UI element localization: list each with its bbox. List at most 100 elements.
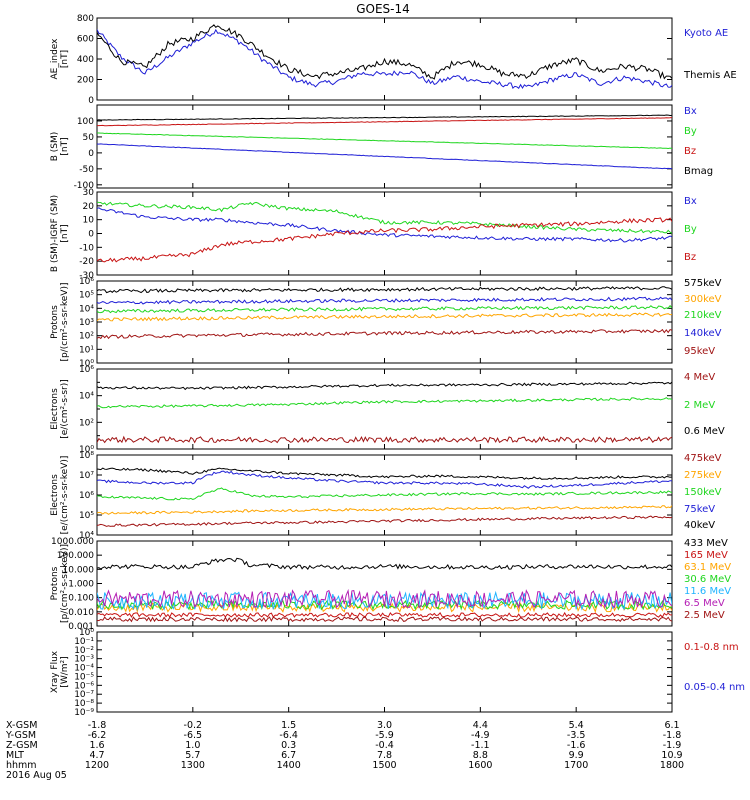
footer-value: 6.1 <box>664 720 679 731</box>
legend-433-mev: 433 MeV <box>684 538 728 549</box>
ephemeris-footer: X-GSM -1.8 -0.2 1.5 3.0 4.4 5.4 6.1 Y-GSM -6.2 -6.… <box>5 720 684 781</box>
legend-300kev: 300keV <box>684 294 722 305</box>
legend-40kev: 40keV <box>684 520 715 531</box>
legend-150kev: 150keV <box>684 487 722 498</box>
series-line-210kev <box>97 304 672 314</box>
y-tick-label: 0 <box>88 96 94 106</box>
y-tick-label: 0.010 <box>68 608 94 618</box>
legend-0.6-mev: 0.6 MeV <box>684 426 725 437</box>
y-tick-label: 20 <box>83 202 95 212</box>
legend-by: By <box>684 126 697 137</box>
series-line-by <box>97 201 672 234</box>
footer-value: 8.8 <box>473 750 488 761</box>
legend-30.6-mev: 30.6 MeV <box>684 574 731 585</box>
y-tick-label: 10¹ <box>79 345 94 355</box>
legend-210kev: 210keV <box>684 310 722 321</box>
y-axis-label: Electrons[e/(cm²-s-sr)] <box>50 379 70 439</box>
y-tick-label: 10⁴ <box>79 304 94 314</box>
y-tick-label: 10⁰ <box>79 628 94 638</box>
panel-ae: 0 200 400 600 800 AE_index[nT] Kyoto AE Themis … <box>50 14 737 106</box>
series-line-475kev <box>97 515 672 527</box>
y-tick-label: 400 <box>77 55 94 65</box>
plot-title: GOES-14 <box>356 2 410 16</box>
legend-75kev: 75keV <box>684 504 715 515</box>
y-tick-label: 10⁰ <box>79 359 94 369</box>
y-tick-label: 10⁴ <box>79 392 94 402</box>
y-tick-label: 10⁶ <box>79 491 94 501</box>
footer-value: -1.9 <box>663 740 682 751</box>
panel-b: -100 -50 0 50 100 B (SM)[nT] Bx By Bz Bmag <box>50 104 713 191</box>
footer-value: 5.4 <box>569 720 584 731</box>
panel-frame <box>96 280 673 364</box>
legend-by: By <box>684 224 697 235</box>
legend-bmag: Bmag <box>684 166 713 177</box>
panel-magpd: 10⁴ 10⁵ 10⁶ 10⁷ 10⁸ Electrons[e/(cm²-s-sr-keV… <box>50 451 722 541</box>
y-tick-label: 10⁻² <box>74 646 94 656</box>
y-tick-label: 1.000 <box>68 580 94 590</box>
footer-value: -1.6 <box>567 740 586 751</box>
y-axis-label-line: [W/m²] <box>60 656 70 687</box>
legend-2-mev: 2 MeV <box>684 400 715 411</box>
y-tick-label: 100 <box>77 117 94 127</box>
series-line-275kev <box>97 505 672 515</box>
panel-mageps: 10⁰ 10¹ 10² 10³ 10⁴ 10⁵ 10⁶ Protons[p/(cm²-s-sr… <box>50 277 722 369</box>
y-axis-label: Electrons[e/(cm²-s-sr-keV)] <box>50 456 70 535</box>
legend-bx: Bx <box>684 106 697 117</box>
series-line-bx <box>97 143 672 170</box>
series-line-0.6-mev <box>97 381 672 391</box>
series-line-6.5-mev <box>97 588 672 609</box>
footer-value: 0.3 <box>281 740 296 751</box>
y-axis-label-line: [p/(cm²-s-sr-keV)] <box>60 283 70 362</box>
footer-value: 1700 <box>564 760 588 771</box>
y-tick-label: -50 <box>79 165 94 175</box>
footer-row-label: MLT <box>6 750 24 761</box>
y-tick-label: 100.000 <box>57 551 94 561</box>
footer-value: 4.4 <box>473 720 488 731</box>
series-line-themis-ae <box>97 24 672 80</box>
footer-value: 1400 <box>277 760 301 771</box>
footer-value: 7.8 <box>377 750 392 761</box>
y-axis-label-line: Protons <box>50 566 60 600</box>
footer-value: 6.7 <box>281 750 296 761</box>
footer-value: -0.2 <box>184 720 203 731</box>
y-axis-label-line: Protons <box>50 305 60 339</box>
y-tick-label: 50 <box>83 133 95 143</box>
legend-4-mev: 4 MeV <box>684 372 715 383</box>
y-tick-label: 10⁻⁹ <box>74 708 94 718</box>
footer-value: 1.5 <box>281 720 296 731</box>
y-tick-label: 10.000 <box>63 565 95 575</box>
footer-row-label: Z-GSM <box>6 740 38 751</box>
y-tick-label: -30 <box>79 271 94 281</box>
footer-value: -1.8 <box>663 730 682 741</box>
series-line-bz <box>97 217 672 263</box>
y-tick-label: 10² <box>79 332 94 342</box>
y-tick-label: 10⁻¹ <box>74 637 94 647</box>
footer-value: -1.8 <box>88 720 107 731</box>
footer-row-label: Y-GSM <box>5 730 36 741</box>
footer-value: -5.9 <box>375 730 394 741</box>
y-tick-label: 10⁶ <box>79 365 94 375</box>
series-line-433-mev <box>97 557 672 570</box>
legend-575kev: 575keV <box>684 278 722 289</box>
y-tick-label: 10⁵ <box>79 511 94 521</box>
y-axis-label-line: [e/(cm²-s-sr-keV)] <box>60 456 70 535</box>
series-line-575kev <box>97 286 672 294</box>
y-tick-label: 10⁻³ <box>74 655 94 665</box>
footer-value: 3.0 <box>377 720 392 731</box>
y-axis-label: B (SM)[nT] <box>50 132 70 162</box>
legend-165-mev: 165 MeV <box>684 550 728 561</box>
y-axis-label-line: AE_index <box>50 38 60 80</box>
panel-frame <box>96 368 673 450</box>
footer-value: 1.6 <box>89 740 104 751</box>
y-tick-label: 0.100 <box>68 594 94 604</box>
footer-value: 1800 <box>660 760 684 771</box>
footer-value: 1.0 <box>185 740 200 751</box>
footer-value: 9.9 <box>569 750 584 761</box>
footer-value: 5.7 <box>185 750 200 761</box>
y-tick-label: 200 <box>77 76 94 86</box>
footer-value: -4.9 <box>471 730 490 741</box>
y-axis-label: Protons[p/(cm²-s-sr-keV)] <box>50 283 70 362</box>
y-tick-label: 10⁴ <box>79 531 94 541</box>
